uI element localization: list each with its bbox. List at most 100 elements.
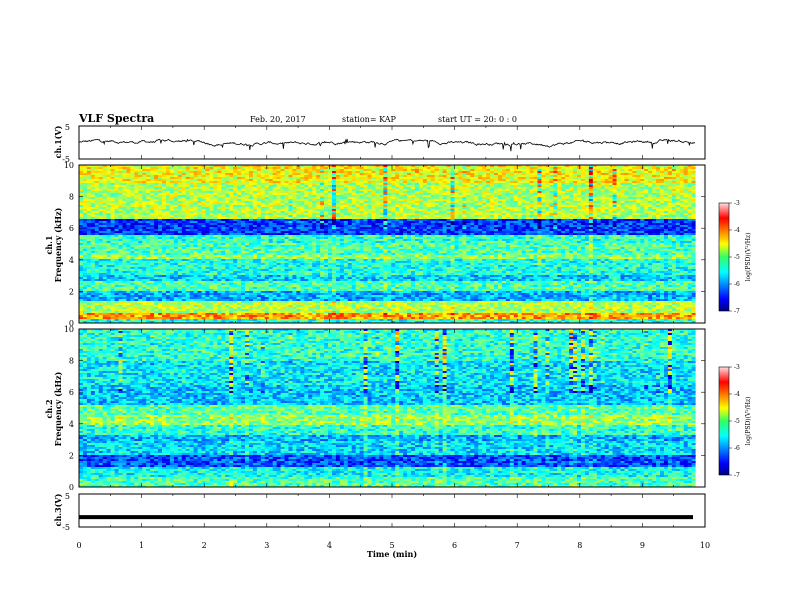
spectrogram-cell [90, 187, 96, 190]
spectrogram-cell [509, 215, 515, 218]
spectrogram-cell [320, 213, 325, 216]
spectrogram-cell [679, 165, 685, 168]
spectrogram-cell [628, 181, 633, 184]
spectrogram-cell [660, 177, 665, 180]
spectrogram-cell [644, 207, 649, 210]
ch1-waveform-ylabel: ch.1(V) [53, 125, 63, 158]
spectrogram-cell [533, 169, 538, 172]
spectrogram-cell [233, 169, 238, 172]
spectrogram-cell [505, 183, 511, 186]
spectrogram-cell [553, 207, 558, 210]
spectrogram-cell [411, 165, 416, 168]
spectrogram-cell [687, 197, 693, 200]
spectrogram-cell [252, 181, 258, 184]
spectrogram-cell [363, 207, 368, 210]
spectrogram-cell [114, 167, 119, 170]
spectrogram-cell [494, 203, 499, 206]
spectrogram-cell [462, 169, 467, 172]
spectrogram-cell [517, 175, 523, 178]
spectrogram-cell [248, 169, 254, 172]
spectrogram-cell [592, 165, 598, 168]
spectrogram-cell [162, 199, 167, 202]
spectrogram-cell [414, 189, 420, 192]
spectrogram-cell [363, 185, 368, 188]
spectrogram-cell [482, 175, 487, 178]
spectrogram-cell [118, 179, 123, 182]
spectrogram-cell [359, 201, 364, 204]
spectrogram-cell [616, 171, 621, 174]
spectrogram-cell [620, 195, 625, 198]
spectrogram-cell [383, 191, 388, 194]
spectrogram-cell [320, 207, 325, 210]
spectrogram-cell [422, 165, 428, 168]
spectrogram-cell [229, 199, 234, 202]
spectrogram-cell [569, 181, 574, 184]
spectrogram-cell [102, 179, 108, 182]
spectrogram-cell [584, 195, 590, 198]
spectrogram-cell [580, 177, 586, 180]
spectrogram-cell [636, 183, 641, 186]
spectrogram-cell [596, 189, 602, 192]
spectrogram-cell [248, 165, 254, 168]
spectrogram-cell [644, 205, 649, 208]
spectrogram-cell [509, 171, 515, 174]
spectrogram-cell [237, 167, 242, 170]
spectrogram-cell [624, 171, 629, 174]
spectrogram-cell [189, 209, 195, 212]
spectrogram-cell [90, 195, 96, 198]
spectrogram-cell [395, 169, 400, 172]
spectrogram-cell [98, 213, 104, 216]
spectrogram-cell [561, 207, 566, 210]
spectrogram-cell [584, 175, 590, 178]
spectrogram-cell [122, 165, 127, 168]
spectrogram-cell [454, 167, 459, 170]
spectrogram-cell [248, 191, 254, 194]
spectrogram-cell [197, 175, 202, 178]
spectrogram-cell [79, 215, 84, 218]
spectrogram-cell [462, 197, 467, 200]
spectrogram-cell [450, 195, 455, 198]
spectrogram-cell [458, 199, 463, 202]
spectrogram-cell [82, 183, 88, 186]
spectrogram-cell [663, 193, 669, 196]
spectrogram-cell [383, 169, 388, 172]
spectrogram-cell [395, 173, 400, 176]
spectrogram-cell [154, 173, 159, 176]
spectrogram-cell [648, 187, 653, 190]
spectrogram-cell [557, 179, 562, 182]
spectrogram-cell [324, 185, 329, 188]
spectrogram-cell [316, 215, 321, 218]
spectrogram-cell [324, 201, 329, 204]
spectrogram-cell [221, 211, 226, 214]
spectrogram-cell [312, 183, 317, 186]
spectrogram-cell [142, 177, 147, 180]
spectrogram-cell [608, 205, 613, 208]
spectrogram-cell [154, 189, 159, 192]
spectrogram-cell [335, 165, 341, 168]
spectrogram-cell [652, 175, 657, 178]
spectrogram-cell [577, 177, 582, 180]
spectrogram-cell [351, 211, 357, 214]
spectrogram-cell [351, 175, 357, 178]
spectrogram-cell [667, 189, 673, 192]
spectrogram-cell [620, 203, 625, 206]
spectrogram-cell [126, 207, 131, 210]
spectrogram-cell [114, 191, 119, 194]
spectrogram-cell [667, 197, 673, 200]
spectrogram-cell [217, 173, 222, 176]
spectrogram-cell [328, 177, 333, 180]
spectrogram-cell [375, 201, 380, 204]
spectrogram-cell [537, 195, 542, 198]
spectrogram-cell [304, 197, 309, 200]
spectrogram-cell [660, 209, 665, 212]
spectrogram-cell [316, 201, 321, 204]
spectrogram-cell [557, 209, 562, 212]
spectrogram-cell [193, 181, 198, 184]
spectrogram-cell [379, 215, 384, 218]
spectrogram-cell [537, 185, 542, 188]
spectrogram-cell [312, 197, 317, 200]
spectrogram-cell [343, 169, 349, 172]
spectrogram-cell [541, 191, 546, 194]
spectrogram-cell [110, 203, 115, 206]
spectrogram-cell [146, 201, 151, 204]
